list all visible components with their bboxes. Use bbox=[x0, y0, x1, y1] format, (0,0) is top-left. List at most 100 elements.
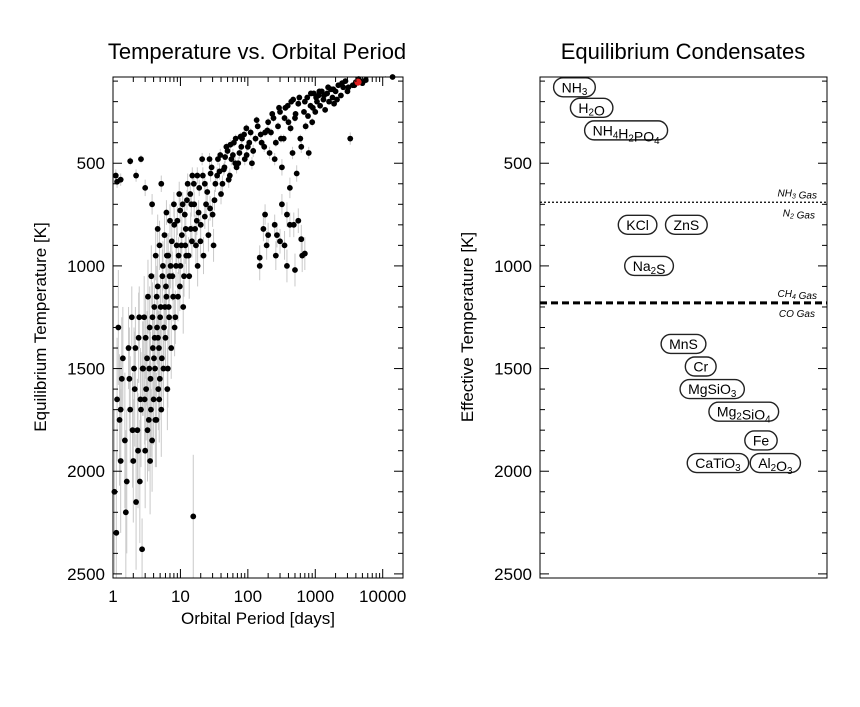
data-point bbox=[158, 406, 165, 413]
data-point bbox=[162, 334, 169, 341]
data-point bbox=[207, 205, 213, 212]
data-point bbox=[256, 254, 263, 261]
data-point bbox=[334, 96, 340, 103]
data-point bbox=[229, 152, 236, 158]
data-point bbox=[148, 406, 154, 413]
data-point bbox=[136, 478, 143, 485]
data-point bbox=[347, 135, 354, 142]
data-point bbox=[260, 226, 267, 232]
data-point bbox=[252, 135, 259, 142]
y-tick-label: 2000 bbox=[494, 462, 532, 481]
condensate-pill-outline bbox=[552, 77, 596, 98]
condensate-pill-outline bbox=[686, 452, 750, 474]
data-point bbox=[232, 135, 239, 142]
data-point bbox=[165, 304, 172, 310]
data-point bbox=[168, 238, 175, 245]
data-point bbox=[295, 217, 302, 224]
data-point bbox=[143, 386, 150, 392]
data-point bbox=[309, 104, 316, 111]
data-point bbox=[331, 100, 337, 107]
data-point bbox=[214, 172, 221, 179]
condensate-label: NH4H2PO4 bbox=[593, 122, 661, 147]
y-tick-label: 500 bbox=[504, 154, 532, 173]
right-plot-frame bbox=[539, 76, 828, 579]
data-point bbox=[149, 345, 156, 351]
data-point bbox=[264, 127, 271, 134]
data-point bbox=[338, 92, 344, 99]
left-chart-title: Temperature vs. Orbital Period bbox=[108, 39, 406, 64]
data-point bbox=[286, 221, 293, 228]
data-point bbox=[127, 158, 134, 165]
data-point bbox=[178, 232, 185, 239]
data-point bbox=[160, 365, 167, 372]
data-point bbox=[182, 242, 189, 249]
data-point bbox=[290, 96, 297, 103]
condensate-label: Al2O3 bbox=[758, 455, 793, 477]
condensate-label: MgSiO3 bbox=[688, 381, 737, 400]
data-point bbox=[295, 100, 302, 107]
condensate-label: H2O bbox=[578, 100, 605, 119]
data-point bbox=[173, 242, 180, 249]
data-point bbox=[168, 345, 175, 351]
condensate-label: Fe bbox=[753, 432, 770, 448]
data-point bbox=[236, 150, 243, 156]
data-point bbox=[258, 139, 265, 146]
data-point bbox=[148, 273, 155, 280]
data-point bbox=[316, 88, 323, 95]
condensate-pill-mg2sio4: Mg2SiO4 bbox=[708, 401, 780, 426]
data-point bbox=[136, 314, 143, 321]
y-tick-label: 2500 bbox=[494, 565, 532, 584]
data-point bbox=[265, 119, 272, 126]
data-point bbox=[117, 458, 124, 464]
data-point bbox=[116, 416, 123, 423]
right-chart-panel: Equilibrium Condensates NH3 Gas N2 Gas CH4… bbox=[458, 39, 828, 584]
data-point bbox=[196, 184, 203, 191]
data-point bbox=[235, 160, 242, 167]
right-y-axis-ticks: 500 1000 1500 2000 2500 bbox=[494, 80, 827, 584]
data-point bbox=[178, 242, 185, 249]
data-point bbox=[164, 365, 171, 372]
condensate-label: ZnS bbox=[674, 217, 700, 233]
data-point bbox=[192, 226, 198, 232]
data-point bbox=[307, 90, 314, 97]
data-point bbox=[138, 406, 144, 413]
data-point bbox=[175, 293, 181, 300]
data-point bbox=[117, 406, 124, 413]
data-point bbox=[325, 84, 332, 91]
condensate-pill-outline bbox=[617, 214, 658, 236]
data-point bbox=[212, 180, 219, 187]
data-point bbox=[152, 416, 159, 423]
data-point bbox=[292, 111, 299, 117]
data-point bbox=[302, 123, 309, 130]
data-point bbox=[217, 152, 224, 158]
data-point bbox=[182, 226, 189, 232]
data-point bbox=[156, 375, 163, 382]
data-point bbox=[345, 84, 352, 91]
data-point bbox=[166, 314, 173, 321]
data-point bbox=[163, 252, 170, 259]
data-point bbox=[279, 201, 285, 208]
data-point bbox=[174, 217, 181, 224]
data-point bbox=[177, 207, 184, 214]
data-point bbox=[180, 304, 187, 310]
data-point bbox=[326, 98, 332, 105]
data-point bbox=[203, 201, 209, 208]
data-point bbox=[167, 263, 174, 269]
data-point bbox=[167, 217, 173, 224]
condensate-pill-mgsio3: MgSiO3 bbox=[679, 378, 746, 400]
data-point bbox=[157, 314, 164, 321]
data-point bbox=[211, 197, 218, 204]
data-point bbox=[187, 191, 194, 197]
data-point bbox=[298, 236, 305, 243]
data-point bbox=[172, 314, 179, 321]
data-point bbox=[194, 263, 201, 269]
data-point bbox=[161, 232, 168, 239]
data-point bbox=[144, 355, 150, 362]
data-point bbox=[301, 98, 308, 105]
data-point bbox=[176, 283, 183, 290]
condensate-pill-mns: MnS bbox=[660, 333, 707, 355]
data-point bbox=[249, 160, 255, 167]
data-point bbox=[181, 273, 187, 280]
data-point bbox=[157, 304, 164, 310]
condensate-label: Na2S bbox=[633, 258, 666, 277]
